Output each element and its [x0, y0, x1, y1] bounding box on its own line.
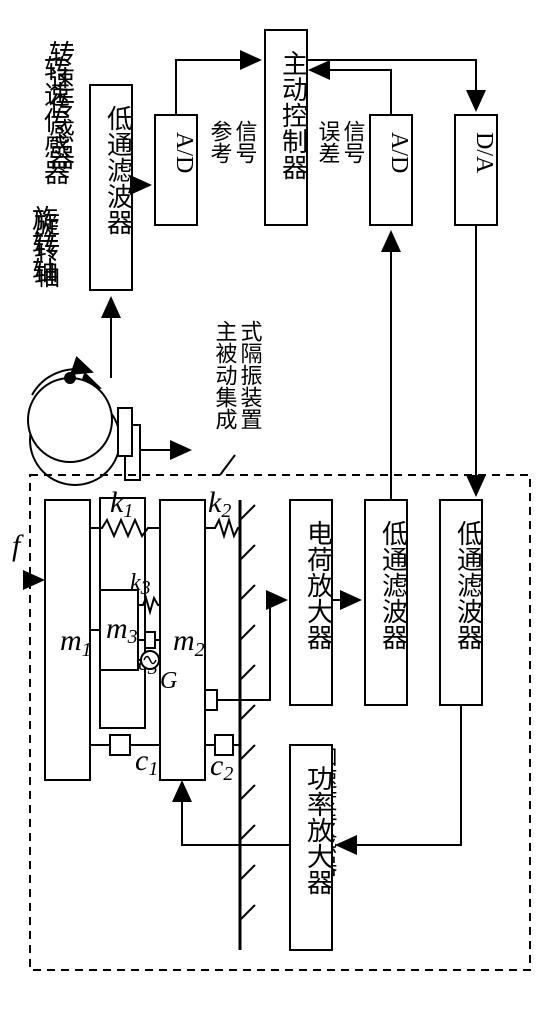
shaft-group — [28, 369, 112, 462]
lp3-to-pa — [337, 705, 461, 845]
ref1: 参考 — [208, 120, 233, 164]
power-amp: 功率放大器 — [290, 745, 333, 950]
device-leader — [220, 455, 235, 475]
charge-amp: 电荷放大器 — [290, 500, 333, 705]
ad1-to-ctrl — [176, 60, 260, 115]
ad1: A/D — [155, 115, 197, 225]
k2-spring — [205, 520, 240, 536]
c1-label: c1 — [135, 744, 158, 780]
c1-damper — [90, 735, 160, 755]
rot-shaft-text: 旋转轴 — [29, 205, 58, 283]
lowpass1: 低通滤波器 — [90, 85, 133, 290]
k1-label: k1 — [110, 486, 133, 522]
svg-text:A/D: A/D — [386, 132, 412, 173]
m2-to-chargeamp — [217, 600, 286, 700]
svg-text:A/D: A/D — [171, 132, 197, 173]
err1: 误差 — [316, 120, 341, 164]
svg-text:低通滤波器: 低通滤波器 — [379, 520, 408, 650]
speed-sensor-text: 转速传感器 — [46, 40, 75, 170]
da: D/A — [455, 115, 497, 225]
k2-label: k2 — [208, 486, 231, 522]
f-label: f — [12, 529, 24, 562]
sensor-rect — [118, 408, 132, 456]
svg-text:功率放大器: 功率放大器 — [304, 765, 333, 895]
svg-text:低通滤波器: 低通滤波器 — [104, 105, 133, 235]
controller: 主动控制器 — [265, 30, 308, 225]
accel-tap — [205, 690, 217, 710]
svg-text:电荷放大器: 电荷放大器 — [304, 520, 333, 650]
hatching — [240, 505, 255, 920]
device-label2: 式隔振装置 — [238, 320, 263, 430]
ad2-to-ctrl — [310, 70, 391, 115]
lowpass2: 低通滤波器 — [365, 500, 408, 705]
ad2: A/D — [370, 115, 412, 225]
device-label1: 主被动集成 — [213, 320, 238, 430]
err2: 信号 — [341, 120, 366, 164]
svg-text:D/A: D/A — [471, 132, 497, 174]
G-label: G — [160, 668, 177, 694]
k3-label: k3 — [130, 570, 151, 599]
lowpass3: 低通滤波器 — [440, 500, 483, 705]
ref2: 信号 — [233, 120, 258, 164]
svg-text:低通滤波器: 低通滤波器 — [454, 520, 483, 650]
pa-to-m2 — [182, 782, 290, 845]
svg-text:主动控制器: 主动控制器 — [279, 50, 308, 180]
